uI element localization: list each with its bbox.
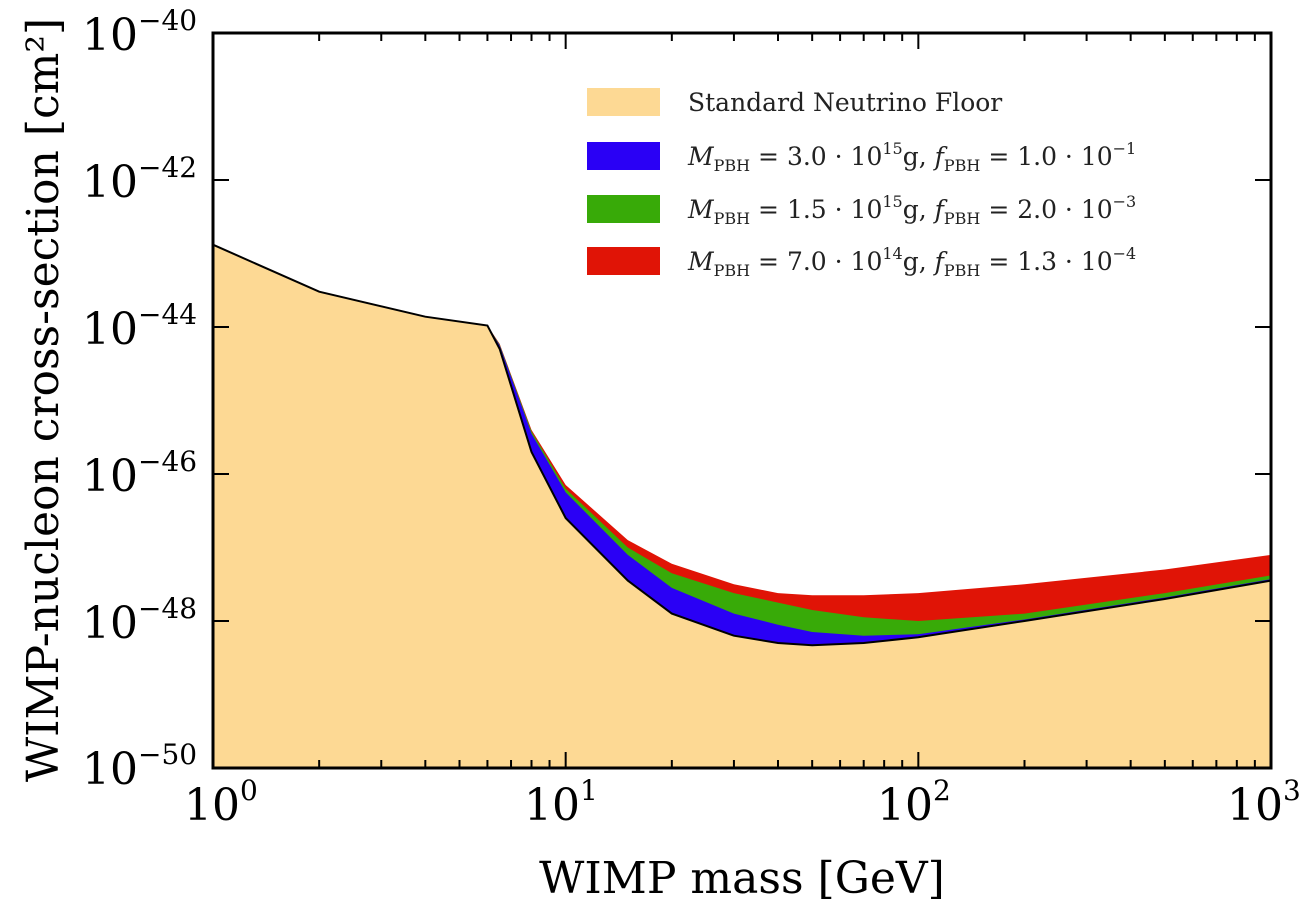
x-tick-label: 100 [184,774,258,831]
y-tick-label: 10−44 [82,298,197,355]
y-tick-label: 10−40 [82,4,197,61]
x-tick-label: 102 [877,774,951,831]
y-axis-title: WIMP-nucleon cross-section [cm²] [18,18,69,782]
x-tick-labels: 100 101 102 103 [184,774,1301,831]
y-tick-label: 10−48 [82,592,197,649]
x-tick-label: 101 [524,774,598,831]
y-tick-label: 10−42 [82,151,197,208]
neutrino-floor-area [213,244,1271,768]
y-tick-label: 10−46 [82,445,197,502]
legend-swatch-pbh-3 [587,247,660,275]
legend-label-pbh-1: MPBH = 3.0 · 1015g, fPBH = 1.0 · 10−1 [687,139,1136,175]
legend-label-standard: Standard Neutrino Floor [688,88,1002,117]
legend-label-pbh-2: MPBH = 1.5 · 1015g, fPBH = 2.0 · 10−3 [687,192,1136,228]
x-axis-title: WIMP mass [GeV] [539,853,945,904]
legend-swatch-pbh-2 [587,195,660,223]
legend-swatch-pbh-1 [587,142,660,170]
y-tick-labels: 10−50 10−48 10−46 10−44 10−42 10−40 [82,4,197,795]
legend: Standard Neutrino Floor MPBH = 3.0 · 101… [587,88,1136,280]
legend-swatch-standard [587,88,660,116]
legend-label-pbh-3: MPBH = 7.0 · 1014g, fPBH = 1.3 · 10−4 [687,244,1136,280]
plot-frame [211,31,1273,770]
neutrino-floor-line [212,243,1272,647]
x-tick-label: 103 [1227,774,1301,831]
data-areas [213,244,1271,768]
y-tick-label: 10−50 [82,738,197,795]
